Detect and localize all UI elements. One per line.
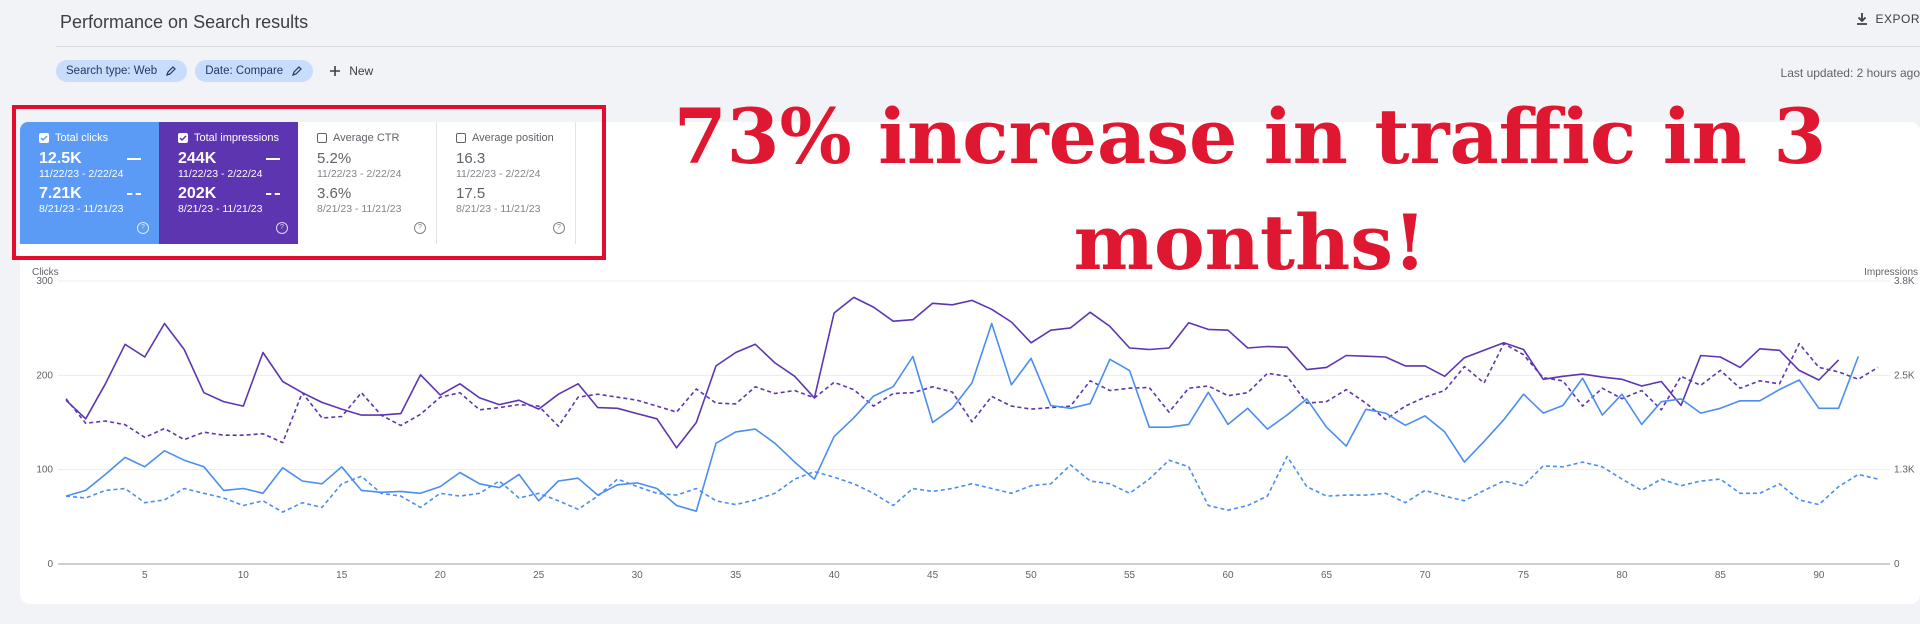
metric-previous-value: 3.6% bbox=[317, 185, 352, 202]
metric-current-value: 5.2% bbox=[317, 150, 352, 167]
metric-current-range: 11/22/23 - 2/22/24 bbox=[317, 168, 402, 180]
checkbox-icon[interactable] bbox=[317, 133, 327, 143]
series-line-clicks-current bbox=[65, 322, 1860, 512]
y-tick-label-left: 0 bbox=[47, 559, 53, 570]
metric-current-value: 12.5K bbox=[39, 150, 82, 167]
metric-current-range: 11/22/23 - 2/22/24 bbox=[456, 168, 541, 180]
metric-current-value: 244K bbox=[178, 150, 217, 167]
x-tick-label: 35 bbox=[730, 570, 742, 580]
x-tick-label: 90 bbox=[1813, 570, 1825, 580]
dashed-line-key-icon bbox=[266, 193, 280, 195]
left-axis-title: Clicks bbox=[32, 267, 59, 278]
metric-previous-range: 8/21/23 - 11/21/23 bbox=[178, 203, 263, 215]
x-tick-label: 5 bbox=[142, 570, 148, 580]
average-ctr-tile[interactable]: Average CTR 5.2% 11/22/23 - 2/22/24 3.6%… bbox=[298, 122, 437, 244]
date-chip[interactable]: Date: Compare bbox=[195, 60, 314, 82]
checkbox-icon[interactable] bbox=[456, 133, 466, 143]
metric-current-range: 11/22/23 - 2/22/24 bbox=[178, 168, 263, 180]
x-tick-label: 50 bbox=[1026, 570, 1038, 580]
y-tick-label-right: 0 bbox=[1894, 559, 1900, 570]
y-tick-label-left: 100 bbox=[36, 465, 53, 476]
x-tick-label: 30 bbox=[632, 570, 644, 580]
x-tick-label: 60 bbox=[1222, 570, 1234, 580]
search-type-chip[interactable]: Search type: Web bbox=[56, 60, 188, 82]
y-tick-label-right: 1.3K bbox=[1894, 465, 1915, 476]
x-tick-label: 75 bbox=[1518, 570, 1530, 580]
x-tick-label: 80 bbox=[1616, 570, 1628, 580]
header-divider bbox=[56, 46, 1920, 47]
help-icon[interactable]: ? bbox=[553, 222, 565, 234]
total-clicks-tile[interactable]: Total clicks 12.5K 11/22/23 - 2/22/24 7.… bbox=[20, 122, 159, 244]
x-tick-label: 85 bbox=[1715, 570, 1727, 580]
new-filter-label: New bbox=[349, 64, 374, 78]
solid-line-key-icon bbox=[266, 158, 280, 160]
edit-icon bbox=[166, 66, 177, 76]
download-icon bbox=[1857, 13, 1868, 25]
series-line-impressions-previous bbox=[65, 342, 1879, 444]
metric-previous-range: 8/21/23 - 11/21/23 bbox=[317, 203, 402, 215]
traffic-headline: 73% increase in traffic in 3 months! bbox=[640, 84, 1860, 296]
x-tick-label: 25 bbox=[533, 570, 545, 580]
x-tick-label: 15 bbox=[336, 570, 348, 580]
metric-previous-value: 17.5 bbox=[456, 185, 486, 202]
date-label: Date: Compare bbox=[205, 65, 284, 77]
metric-current-value: 16.3 bbox=[456, 150, 486, 167]
headline-line-2: months! bbox=[1073, 198, 1427, 287]
export-button[interactable]: EXPOR bbox=[1855, 12, 1920, 26]
checkbox-icon[interactable] bbox=[178, 133, 188, 143]
metric-label: Total impressions bbox=[194, 132, 279, 144]
right-axis-title: Impressions bbox=[1864, 267, 1918, 278]
metric-label: Average position bbox=[472, 132, 554, 144]
metric-previous-range: 8/21/23 - 11/21/23 bbox=[39, 203, 124, 215]
x-tick-label: 65 bbox=[1321, 570, 1333, 580]
x-tick-label: 20 bbox=[435, 570, 447, 580]
y-tick-label-left: 200 bbox=[36, 370, 53, 381]
y-tick-label-right: 2.5K bbox=[1894, 370, 1915, 381]
total-impressions-tile[interactable]: Total impressions 244K 11/22/23 - 2/22/2… bbox=[159, 122, 298, 244]
dashed-line-key-icon bbox=[127, 193, 141, 195]
series-line-clicks-previous bbox=[65, 455, 1879, 513]
metric-tiles: Total clicks 12.5K 11/22/23 - 2/22/24 7.… bbox=[20, 122, 576, 244]
x-tick-label: 55 bbox=[1124, 570, 1136, 580]
edit-icon bbox=[292, 66, 303, 76]
x-tick-label: 70 bbox=[1419, 570, 1431, 580]
metric-previous-range: 8/21/23 - 11/21/23 bbox=[456, 203, 541, 215]
last-updated: Last updated: 2 hours ago bbox=[1780, 66, 1920, 80]
checkbox-icon[interactable] bbox=[39, 133, 49, 143]
help-icon[interactable]: ? bbox=[414, 222, 426, 234]
x-tick-label: 10 bbox=[238, 570, 250, 580]
series-line-impressions-current bbox=[65, 296, 1840, 449]
page-title: Performance on Search results bbox=[60, 12, 309, 32]
metric-previous-value: 202K bbox=[178, 185, 217, 202]
filter-bar: Search type: Web Date: Compare New bbox=[56, 60, 373, 82]
new-filter-button[interactable]: New bbox=[329, 64, 373, 78]
average-position-tile[interactable]: Average position 16.3 11/22/23 - 2/22/24… bbox=[437, 122, 576, 244]
search-type-label: Search type: Web bbox=[66, 65, 158, 77]
metric-label: Average CTR bbox=[333, 132, 400, 144]
x-tick-label: 40 bbox=[829, 570, 841, 580]
y-tick-label-left: 300 bbox=[36, 276, 53, 287]
plus-icon bbox=[330, 66, 341, 76]
solid-line-key-icon bbox=[127, 158, 141, 160]
help-icon[interactable]: ? bbox=[276, 222, 288, 234]
y-tick-label-right: 3.8K bbox=[1894, 276, 1915, 287]
headline-line-1: 73% increase in traffic in 3 bbox=[673, 92, 1827, 181]
performance-chart: 0 100 200 300 0 1.3K 2.5K 3.8K Clicks Impressions… bbox=[32, 267, 1918, 580]
metric-current-range: 11/22/23 - 2/22/24 bbox=[39, 168, 124, 180]
export-label: EXPOR bbox=[1875, 12, 1920, 26]
metric-previous-value: 7.21K bbox=[39, 185, 82, 202]
x-tick-label: 45 bbox=[927, 570, 939, 580]
metric-label: Total clicks bbox=[55, 132, 109, 144]
help-icon[interactable]: ? bbox=[137, 222, 149, 234]
